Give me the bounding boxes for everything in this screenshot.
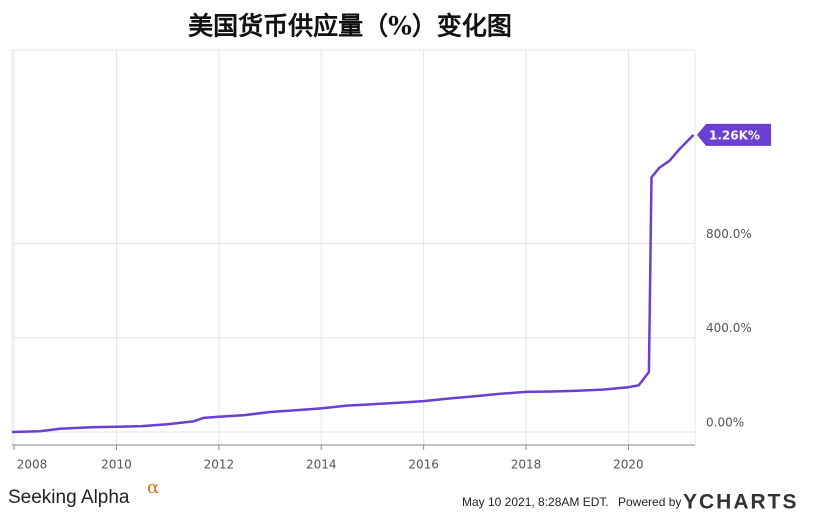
x-tick-label: 2008 — [17, 458, 48, 472]
x-tick-label: 2020 — [613, 458, 644, 472]
y-tick-label: 0.00% — [706, 416, 744, 430]
x-tick-label: 2018 — [511, 458, 542, 472]
source: Seeking Alpha — [8, 487, 130, 508]
end-label: 1.26K% — [709, 128, 760, 142]
x-tick-label: 2014 — [306, 458, 337, 472]
source-mark: α — [147, 477, 159, 498]
chart-title: 美国货币供应量（%）变化图 — [188, 12, 512, 41]
x-tick-label: 2012 — [204, 458, 235, 472]
x-tick-label: 2010 — [101, 458, 132, 472]
x-tick-label: 2016 — [408, 458, 439, 472]
brand: YCHARTS — [683, 491, 799, 514]
y-tick-label: 400.0% — [706, 321, 752, 335]
powered-by: Powered by — [618, 495, 681, 509]
y-tick-label: 800.0% — [706, 227, 752, 241]
timestamp: May 10 2021, 8:28AM EDT. — [462, 495, 609, 509]
line — [11, 134, 695, 434]
end-label-box — [697, 123, 771, 146]
